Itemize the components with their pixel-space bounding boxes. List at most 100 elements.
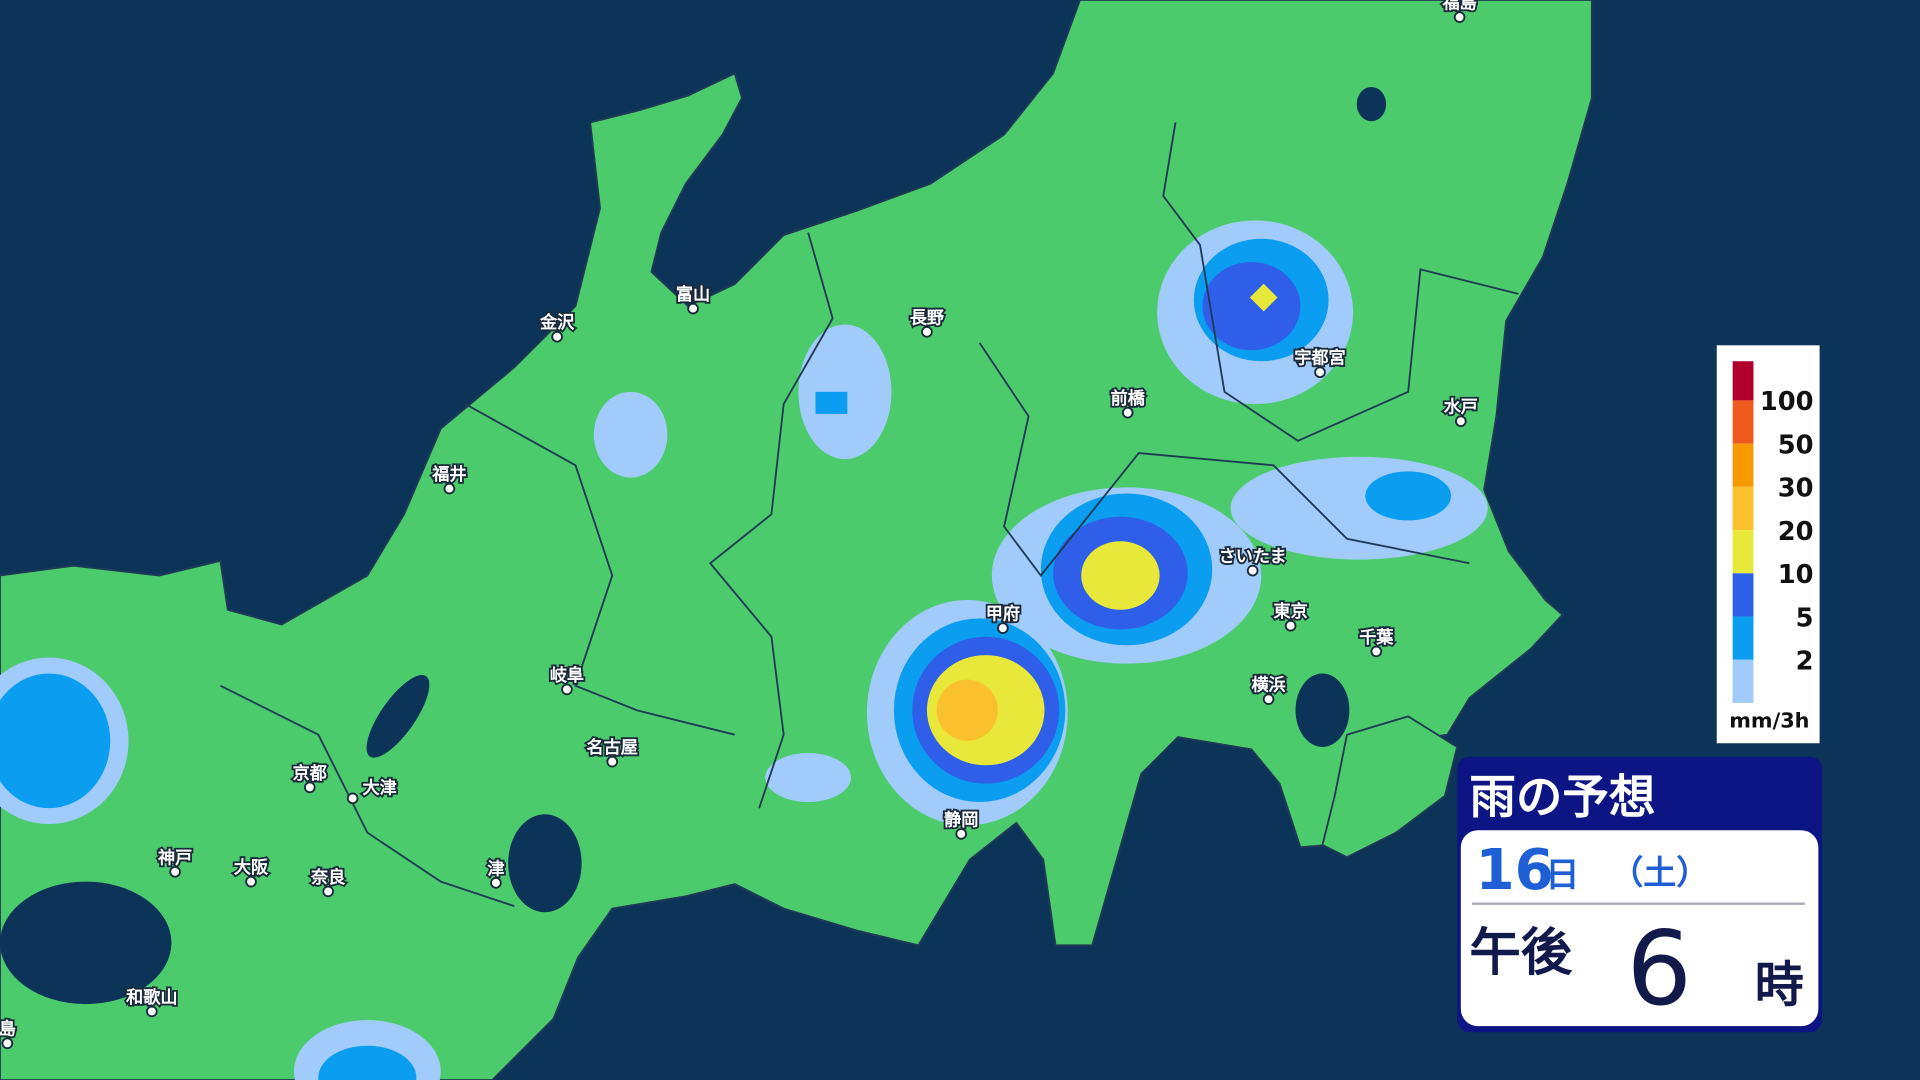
borders bbox=[219, 122, 1519, 907]
panel-body bbox=[1460, 830, 1819, 1027]
city-dot bbox=[1121, 406, 1134, 419]
legend-swatch bbox=[1732, 486, 1754, 531]
osaka-bay bbox=[0, 881, 172, 1005]
legend-swatch bbox=[1732, 400, 1754, 444]
lake bbox=[1356, 86, 1387, 122]
city-label: 横浜 bbox=[1251, 675, 1285, 696]
city-label: 名古屋 bbox=[587, 737, 638, 758]
rain-area bbox=[765, 753, 852, 803]
ise-bay bbox=[508, 814, 582, 913]
day-suffix: 日 bbox=[1545, 856, 1579, 896]
legend-level: 50 bbox=[1778, 430, 1814, 460]
city-label: 神戸 bbox=[158, 847, 192, 868]
city-label: 富山 bbox=[676, 284, 710, 305]
legend-swatch bbox=[1732, 573, 1754, 617]
rain-area bbox=[1081, 541, 1160, 610]
legend-level: 5 bbox=[1796, 603, 1814, 633]
rain-area bbox=[815, 391, 848, 414]
city-dot bbox=[245, 875, 257, 888]
rain-area bbox=[593, 391, 668, 478]
border bbox=[219, 684, 515, 907]
city-dot bbox=[1314, 366, 1326, 379]
rain-area bbox=[1230, 456, 1488, 560]
city-dot bbox=[1370, 645, 1383, 658]
legend-swatch bbox=[1732, 616, 1754, 660]
city-dot bbox=[490, 877, 502, 889]
city-dot bbox=[687, 302, 699, 315]
city-dot bbox=[1262, 693, 1275, 706]
city-dot bbox=[921, 326, 933, 338]
city-label: 東京 bbox=[1273, 601, 1307, 622]
legend-level: 30 bbox=[1778, 474, 1814, 504]
city-label: 宇都宮 bbox=[1294, 348, 1345, 369]
city-label: 福島 bbox=[1441, 0, 1476, 14]
city-label: 岐阜 bbox=[550, 665, 584, 686]
city-dot bbox=[1, 1037, 14, 1050]
hour: 6 bbox=[1626, 910, 1691, 1029]
legend-swatch bbox=[1732, 443, 1754, 487]
legend-level: 2 bbox=[1796, 647, 1814, 677]
city-dot bbox=[169, 866, 181, 878]
rain-area bbox=[936, 679, 998, 741]
city-dot bbox=[322, 885, 334, 898]
border bbox=[978, 342, 1470, 578]
lake-biwa bbox=[366, 675, 430, 758]
city-label: 千葉 bbox=[1359, 627, 1394, 648]
panel-title: 雨の予想 bbox=[1469, 770, 1655, 824]
rain-areas bbox=[0, 220, 1488, 1080]
legend-swatch bbox=[1732, 530, 1754, 574]
border bbox=[464, 403, 735, 736]
city-dot bbox=[1453, 11, 1466, 23]
legend-swatch bbox=[1732, 659, 1754, 703]
legend-bar: 100 50 30 20 10 5 2 bbox=[1732, 361, 1814, 703]
city-dot bbox=[346, 792, 359, 805]
city-dot bbox=[443, 482, 456, 495]
city-dot bbox=[1455, 415, 1467, 428]
boso-peninsula bbox=[1321, 715, 1459, 859]
city-label: 甲府 bbox=[986, 604, 1020, 625]
city-dot bbox=[561, 683, 573, 696]
info-panel: 雨の予想 16 日 （土） 午後 6 時 bbox=[1457, 756, 1823, 1033]
city-label: 長野 bbox=[910, 308, 945, 328]
city-label: さいたま bbox=[1219, 547, 1287, 567]
city-dot bbox=[606, 755, 619, 768]
city-label: 前橋 bbox=[1111, 388, 1146, 409]
city-label: 金沢 bbox=[539, 312, 575, 333]
weekday: （土） bbox=[1610, 853, 1709, 892]
tokyo-bay bbox=[1295, 673, 1350, 747]
city-label: 和歌山 bbox=[126, 987, 177, 1008]
legend: 100 50 30 20 10 5 2 mm/3h bbox=[1716, 345, 1820, 744]
legend-unit: mm/3h bbox=[1729, 708, 1809, 732]
city-dot bbox=[1284, 619, 1297, 632]
rain-area bbox=[1202, 262, 1301, 351]
city-dot bbox=[146, 1005, 158, 1018]
legend-level: 20 bbox=[1778, 517, 1814, 547]
city-dot bbox=[955, 828, 968, 840]
city-label: 水戸 bbox=[1444, 397, 1478, 418]
city-label: 島 bbox=[0, 1019, 16, 1040]
rain-area bbox=[318, 1045, 417, 1080]
city-dot bbox=[303, 781, 316, 794]
city-dot bbox=[1246, 564, 1259, 577]
city-dot bbox=[551, 330, 563, 343]
city-dot bbox=[997, 622, 1009, 634]
border bbox=[708, 232, 834, 809]
rain-area bbox=[1365, 471, 1452, 521]
legend-level: 100 bbox=[1760, 387, 1814, 417]
day: 16 bbox=[1476, 838, 1554, 903]
border bbox=[1162, 122, 1519, 442]
city-label: 福井 bbox=[431, 464, 466, 485]
city-label: 大阪 bbox=[234, 857, 269, 878]
legend-level: 10 bbox=[1778, 560, 1814, 590]
city-label: 京都 bbox=[293, 763, 327, 784]
city-label: 津 bbox=[487, 858, 504, 879]
hour-suffix: 時 bbox=[1755, 957, 1804, 1014]
city-label: 大津 bbox=[362, 777, 396, 798]
legend-swatch bbox=[1732, 361, 1754, 401]
city-label: 奈良 bbox=[310, 867, 345, 888]
rain-area bbox=[0, 673, 111, 809]
period: 午後 bbox=[1469, 923, 1572, 983]
